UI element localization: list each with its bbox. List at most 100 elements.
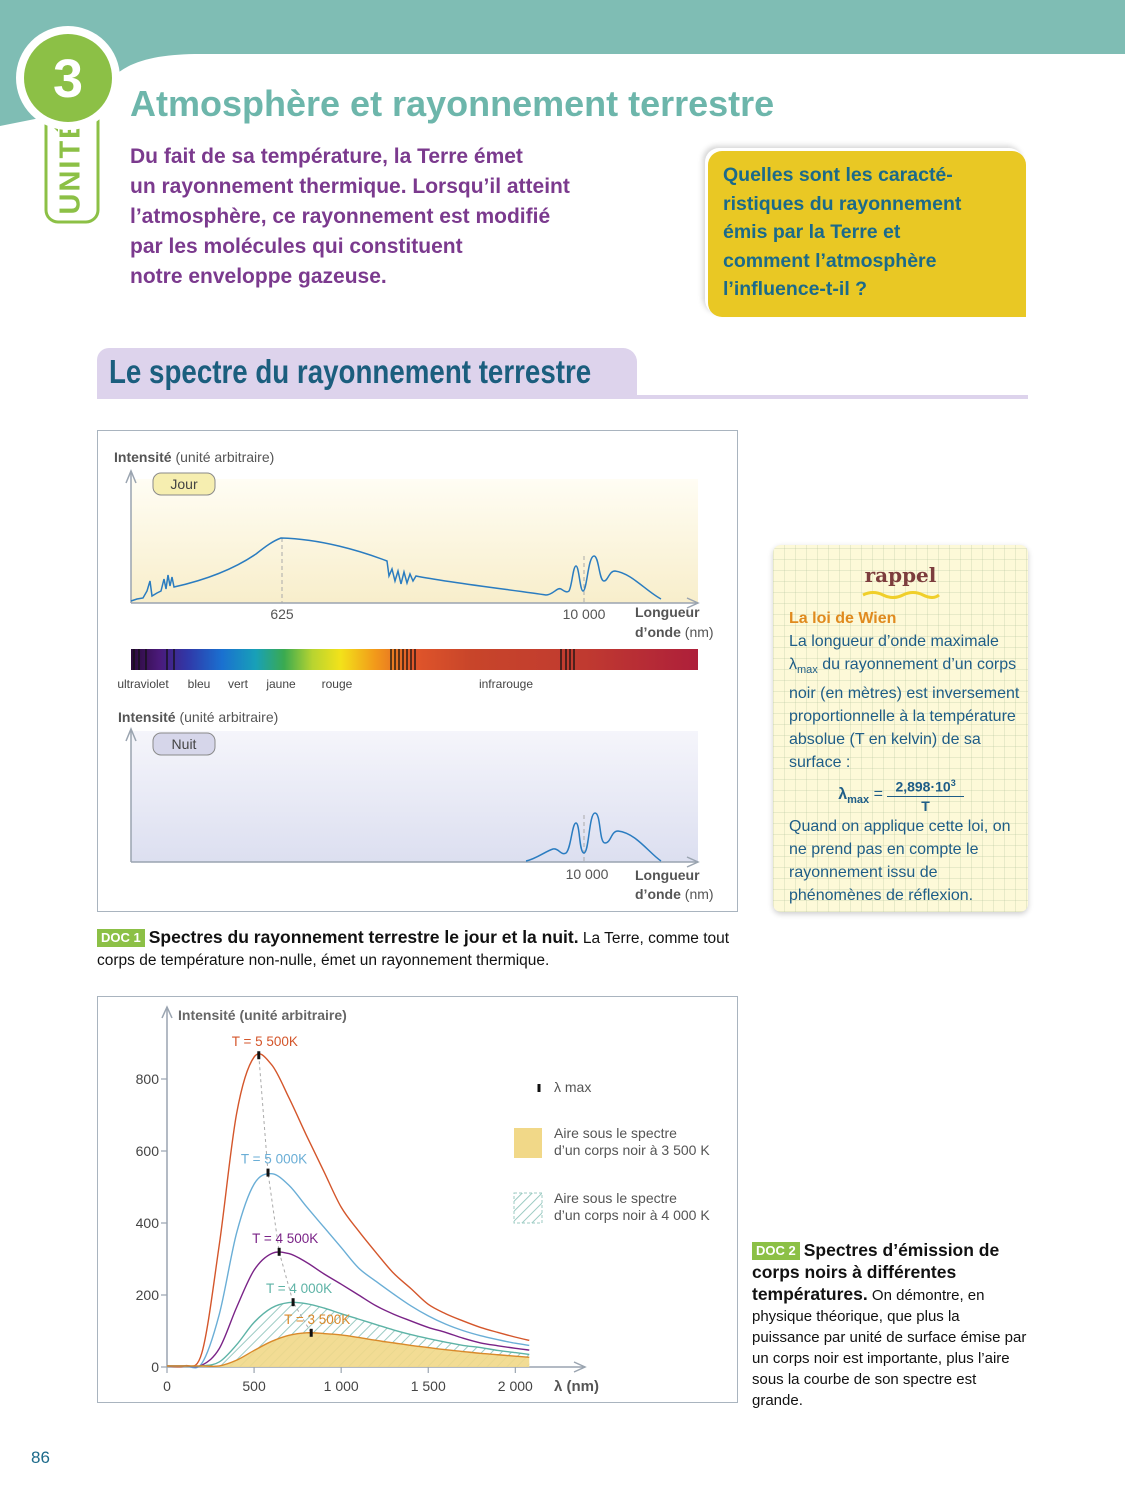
doc2-chart: Intensité (unité arbitraire) λ (nm) 0 200 40…	[97, 996, 738, 1403]
lambda-max-link	[258, 1055, 312, 1334]
caption-title: Spectres d’émission de corps noirs à dif…	[752, 1240, 1000, 1304]
x-tick-label: 2 000	[498, 1378, 533, 1394]
section-tab: Le spectre du rayonnement terrestre	[97, 348, 637, 395]
page-title: Atmosphère et rayonnement terrestre	[130, 83, 774, 124]
header-band	[0, 0, 1125, 126]
unit-label: UNITÉ	[53, 118, 87, 215]
caption-text: On démontre, en physique théorique, que …	[752, 1287, 1027, 1409]
formula-fraction: 2,898·103 T	[887, 774, 964, 815]
rappel-text: du rayonnement d’un corps noir (en mètre…	[789, 656, 1020, 772]
y-tick-label: 800	[136, 1071, 160, 1087]
rappel-text: La longueur d’onde maximale	[789, 633, 999, 650]
intro-line: l’atmosphère, ce rayonnement est modifié	[130, 205, 551, 228]
day-panel-bg	[131, 479, 698, 603]
spectrum-band-label: jaune	[265, 677, 296, 691]
x-tick-label: 10 000	[566, 866, 609, 882]
y-tick-label: 400	[136, 1215, 160, 1231]
decoration	[862, 591, 940, 599]
series-line	[166, 1332, 530, 1368]
x-axis-title: Longueur	[635, 604, 700, 620]
section-title: Le spectre du rayonnement terrestre	[109, 353, 592, 390]
legend-label: λ max	[554, 1079, 591, 1095]
x-axis-title: λ (nm)	[554, 1378, 599, 1395]
question-line: émis par la Terre et	[723, 221, 901, 243]
series-label: T = 4 500K	[252, 1231, 318, 1246]
x-axis-unit: (nm)	[685, 886, 714, 902]
x-axis-title: Longueur	[635, 867, 700, 883]
spectrum-band-label: rouge	[322, 677, 353, 691]
y-axis-unit: (unité arbitraire)	[175, 449, 274, 465]
numerator-base: 2,898·10	[895, 778, 951, 795]
legend-label: Aire sous le spectre	[554, 1190, 677, 1206]
question-box: Quelles sont les caracté- ristiques du r…	[708, 151, 1026, 317]
intro-line: Du fait de sa température, la Terre émet	[130, 145, 523, 168]
x-tick-label: 500	[242, 1378, 266, 1394]
spectrum-band-label: vert	[228, 677, 249, 691]
axis-arrow	[573, 1361, 587, 1373]
formula-lambda: λ	[838, 785, 848, 803]
doc1-figure: Jour Intensité (unité arbitraire) 625 10…	[97, 430, 738, 912]
intro: Du fait de sa température, la Terre émet…	[130, 142, 570, 292]
rappel-underline	[862, 591, 940, 599]
y-axis-title: Intensité (unité arbitraire)	[178, 1007, 347, 1023]
doc1-caption: DOC 1 Spectres du rayonnement terrestre l…	[97, 926, 737, 972]
series-line	[166, 1301, 530, 1367]
header: UNITÉ 3 Atmosphère et rayonnement terres…	[0, 0, 1125, 224]
rappel-box: rappel La loi de Wien La longueur d’onde…	[773, 545, 1028, 912]
y-tick-label: 600	[136, 1143, 160, 1159]
unit-number: 3	[53, 49, 83, 109]
panel-tag-text: Nuit	[172, 736, 197, 752]
y-axis-title-bold: Intensité	[118, 709, 176, 725]
y-tick-label: 0	[151, 1359, 159, 1375]
legend-swatch	[514, 1128, 542, 1158]
series-line	[166, 1172, 530, 1369]
panel-tag-text: Jour	[170, 476, 198, 492]
formula: λmax = 2,898·103 T	[781, 774, 1021, 815]
doc-tag: DOC 2	[752, 1242, 800, 1260]
section-rule	[97, 395, 1028, 399]
y-axis-title: Intensité (unité arbitraire)	[114, 449, 274, 465]
formula-sub: max	[847, 793, 870, 806]
y-axis-title: Intensité (unité arbitraire)	[118, 709, 278, 725]
axis-arrow	[686, 856, 700, 868]
series-label: T = 3 500K	[284, 1312, 350, 1327]
y-tick-label: 200	[136, 1287, 160, 1303]
numerator: 2,898·103	[887, 774, 964, 797]
question-line: comment l’atmosphère	[723, 249, 937, 272]
x-tick-label: 0	[163, 1378, 171, 1394]
night-spectrum-curve	[525, 812, 662, 862]
question-line: l’influence-t-il ?	[723, 278, 868, 300]
decoration: Jour Intensité (unité arbitraire) 625 10…	[114, 449, 714, 902]
x-axis-title: d’onde (nm)	[635, 886, 714, 902]
intro-line: par les molécules qui constituent	[130, 235, 463, 258]
legend-label: Aire sous le spectre	[554, 1125, 677, 1141]
y-axis-unit: (unité arbitraire)	[179, 709, 278, 725]
intro-line: notre enveloppe gazeuse.	[130, 265, 387, 288]
x-axis-title: d’onde (nm)	[635, 624, 714, 640]
spectrum-band-labels: ultraviolet bleu vert jaune rouge infrarouge	[117, 677, 533, 691]
question-line: ristiques du rayonnement	[723, 192, 962, 215]
chart-plot: Intensité (unité arbitraire) λ (nm) 0 200 40…	[136, 1005, 710, 1395]
series-label: T = 4 000K	[266, 1281, 332, 1296]
night-panel-bg	[131, 731, 698, 862]
x-axis-title-bold: d’onde	[635, 886, 681, 902]
series-label: T = 5 500K	[232, 1034, 298, 1049]
area	[167, 1332, 530, 1367]
legend-label: d’un corps noir à 3 500 K	[554, 1142, 710, 1158]
doc-tag: DOC 1	[97, 929, 145, 947]
x-tick-label: 625	[270, 606, 294, 622]
axis-arrow	[686, 597, 700, 609]
unit-circle	[24, 34, 112, 122]
axis-arrow	[125, 469, 137, 484]
x-axis-unit: (nm)	[685, 624, 714, 640]
symbol: λmax	[789, 656, 818, 676]
y-axis-title-bold: Intensité	[114, 449, 172, 465]
series-line	[166, 1053, 530, 1368]
x-tick-label: 10 000	[563, 606, 606, 622]
axis-arrow	[125, 727, 137, 742]
page-number: 86	[31, 1448, 50, 1467]
series-line	[166, 1251, 530, 1368]
spectrum-lines	[133, 649, 575, 670]
numerator-exp: 3	[950, 778, 956, 789]
day-spectrum-curve	[130, 537, 662, 602]
